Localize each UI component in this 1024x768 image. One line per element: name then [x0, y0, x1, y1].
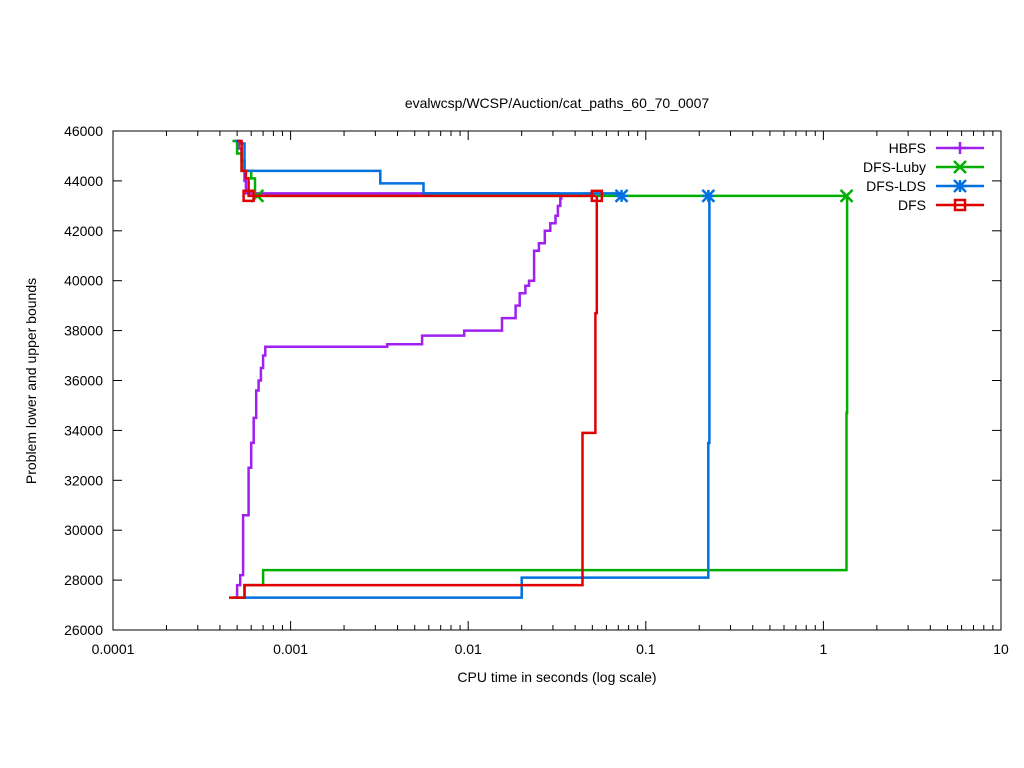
x-axis: 0.0001 0.001 0.01 0.1 1 10: [92, 131, 1009, 657]
legend-label-hbfs: HBFS: [889, 140, 926, 156]
series-dfs-lds-lower-line: [235, 195, 711, 599]
legend-label-dfs-lds: DFS-LDS: [866, 178, 926, 194]
series-dfs-lds-point: [701, 188, 716, 203]
y-tick-label: 26000: [64, 622, 103, 638]
y-tick-label: 44000: [64, 173, 103, 189]
y-tick-label: 32000: [64, 472, 103, 488]
y-tick-label: 46000: [64, 123, 103, 139]
y-tick-label: 38000: [64, 323, 103, 339]
series-dfs-luby-upper-line: [232, 139, 847, 198]
x-tick-label: 0.0001: [92, 641, 135, 657]
legend-marker-hbfs: [954, 142, 966, 154]
legend: HBFS DFS-Luby DFS-LDS DFS: [863, 140, 984, 213]
x-axis-label: CPU time in seconds (log scale): [457, 669, 656, 685]
x-tick-label: 0.01: [455, 641, 482, 657]
chart-title: evalwcsp/WCSP/Auction/cat_paths_60_70_00…: [405, 95, 710, 111]
plot-area: [229, 139, 854, 599]
legend-label-dfs-luby: DFS-Luby: [863, 159, 926, 175]
x-tick-label: 1: [820, 641, 828, 657]
y-axis: 26000 28000 30000 32000 34000 36000 38000 40000…: [64, 123, 1001, 638]
y-tick-label: 30000: [64, 522, 103, 538]
legend-marker-dfs-luby: [953, 160, 967, 174]
series-dfs-luby-point: [839, 188, 854, 203]
y-tick-label: 42000: [64, 223, 103, 239]
x-tick-label: 0.1: [636, 641, 656, 657]
y-tick-label: 34000: [64, 422, 103, 438]
series-dfs-point: [590, 189, 604, 203]
series-hbfs-lower-line: [234, 193, 563, 599]
y-tick-label: 36000: [64, 373, 103, 389]
series-dfs-point: [242, 189, 255, 203]
y-tick-label: 28000: [64, 572, 103, 588]
y-axis-label: Problem lower and upper bounds: [23, 278, 39, 484]
series-dfs-lower-line: [229, 195, 599, 599]
series-hbfs-upper-line: [234, 139, 561, 195]
series-dfs-lds-point: [614, 188, 629, 203]
y-tick-label: 40000: [64, 273, 103, 289]
legend-marker-dfs: [953, 198, 967, 212]
series-dfs-luby-lower-line: [232, 195, 849, 599]
legend-label-dfs: DFS: [898, 197, 926, 213]
x-tick-label: 0.001: [273, 641, 308, 657]
x-tick-label: 10: [993, 641, 1009, 657]
series-dfs-lds-upper-line: [235, 139, 622, 195]
legend-marker-dfs-lds: [953, 179, 967, 193]
series-dfs-upper-line: [237, 139, 596, 198]
